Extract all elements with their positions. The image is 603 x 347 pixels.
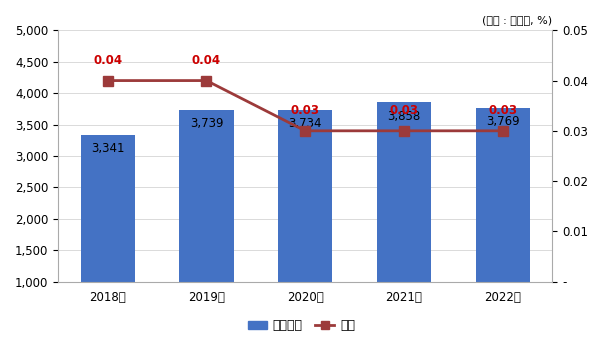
Text: 3,769: 3,769 xyxy=(486,115,519,128)
Bar xyxy=(81,135,135,344)
Text: 0.04: 0.04 xyxy=(93,53,122,67)
Bar xyxy=(179,110,233,344)
Bar xyxy=(476,108,530,344)
Text: 3,734: 3,734 xyxy=(288,117,322,130)
비율 xyxy=(104,78,112,83)
Text: 3,858: 3,858 xyxy=(387,110,420,122)
Text: 0.03: 0.03 xyxy=(390,104,418,117)
Text: 0.03: 0.03 xyxy=(488,104,517,117)
Text: (단위 : 백만원, %): (단위 : 백만원, %) xyxy=(482,15,552,25)
Text: 3,341: 3,341 xyxy=(91,142,124,155)
비율 xyxy=(203,78,210,83)
Bar xyxy=(278,110,332,344)
비율 xyxy=(400,129,408,133)
Legend: 의회경비, 비율: 의회경비, 비율 xyxy=(243,314,360,337)
Bar xyxy=(377,102,431,344)
Line: 비율: 비율 xyxy=(103,76,508,136)
Text: 0.03: 0.03 xyxy=(291,104,320,117)
비율 xyxy=(499,129,507,133)
Text: 0.04: 0.04 xyxy=(192,53,221,67)
비율 xyxy=(302,129,309,133)
Text: 3,739: 3,739 xyxy=(190,117,223,130)
